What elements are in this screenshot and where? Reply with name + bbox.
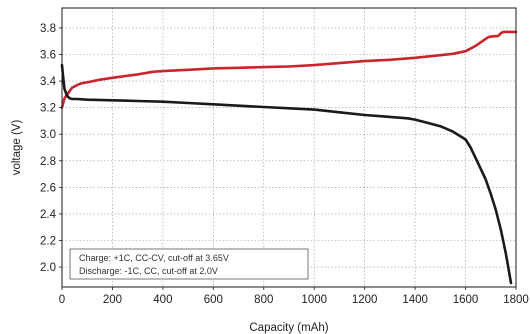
y-tick-label: 3.2 — [40, 103, 56, 115]
y-tick-label: 3.4 — [40, 76, 57, 88]
x-tick-label: 1000 — [301, 294, 327, 306]
series-layer — [60, 30, 518, 285]
x-axis-title: Capacity (mAh) — [249, 322, 328, 334]
x-tick-label: 1800 — [503, 294, 529, 306]
y-tick-label: 2.2 — [40, 236, 56, 248]
y-tick-label: 3.8 — [40, 23, 56, 35]
y-tick-label: 2.8 — [40, 156, 56, 168]
y-tick-labels: 2.0 2.2 2.4 2.6 2.8 3.0 3.2 3.4 3.6 3.8 — [40, 23, 62, 274]
y-tick-label: 2.0 — [40, 262, 56, 274]
x-tick-labels: 0 200 400 600 800 1000 1200 1400 1600 1800 — [59, 287, 529, 306]
grid — [62, 8, 516, 287]
y-tick-label: 2.4 — [40, 209, 57, 221]
x-tick-label: 1600 — [453, 294, 479, 306]
charge-curve — [60, 30, 518, 109]
x-tick-label: 1200 — [352, 294, 378, 306]
legend-box: Charge: +1C, CC-CV, cut-off at 3.65V Dis… — [69, 248, 309, 280]
y-tick-label: 2.6 — [40, 182, 56, 194]
x-tick-label: 800 — [254, 294, 273, 306]
y-tick-label: 3.6 — [40, 50, 56, 62]
plot-frame — [61, 7, 517, 288]
discharge-curve — [60, 63, 513, 285]
legend-line-discharge: Discharge: -1C, CC, cut-off at 2.0V — [79, 266, 218, 276]
legend-line-charge: Charge: +1C, CC-CV, cut-off at 3.65V — [79, 253, 229, 263]
x-tick-label: 0 — [59, 294, 65, 306]
x-tick-label: 400 — [153, 294, 172, 306]
x-tick-label: 600 — [204, 294, 223, 306]
y-tick-label: 3.0 — [40, 129, 56, 141]
x-tick-label: 200 — [103, 294, 122, 306]
x-tick-label: 1400 — [402, 294, 428, 306]
legend-frame — [69, 248, 309, 280]
y-axis-title: voltage (V) — [11, 120, 23, 176]
